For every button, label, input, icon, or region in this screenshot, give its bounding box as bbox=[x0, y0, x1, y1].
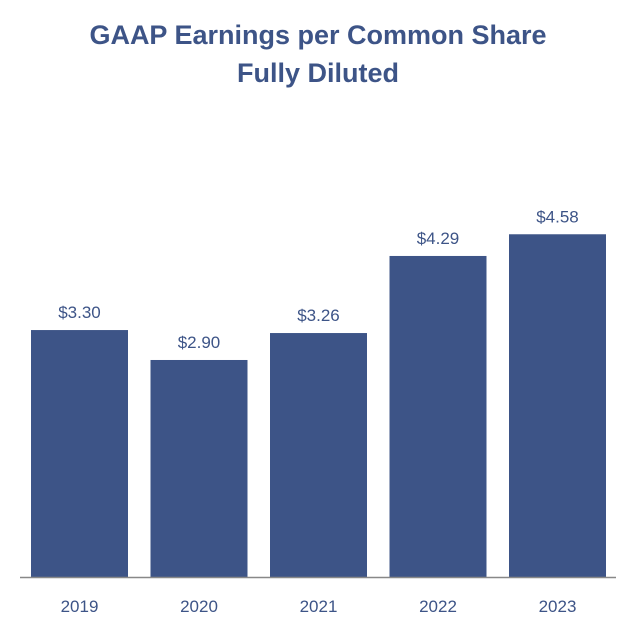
bar-2022 bbox=[389, 255, 487, 577]
bar-2019 bbox=[31, 330, 128, 577]
bar-2020 bbox=[150, 359, 248, 577]
x-tick-label: 2021 bbox=[300, 597, 338, 616]
x-tick-label: 2022 bbox=[419, 597, 457, 616]
x-tick-label: 2023 bbox=[539, 597, 577, 616]
chart-subtitle: Fully Diluted bbox=[237, 58, 399, 88]
x-tick-label: 2019 bbox=[61, 597, 99, 616]
bar-2023 bbox=[509, 234, 606, 577]
x-tick-label: 2020 bbox=[180, 597, 218, 616]
bar-2021 bbox=[270, 333, 367, 577]
data-label: $4.29 bbox=[417, 229, 460, 248]
chart-title: GAAP Earnings per Common Share bbox=[89, 20, 547, 50]
data-label: $2.90 bbox=[178, 333, 221, 352]
data-label: $3.30 bbox=[58, 303, 101, 322]
data-label: $4.58 bbox=[536, 207, 579, 226]
data-label: $3.26 bbox=[297, 306, 340, 325]
